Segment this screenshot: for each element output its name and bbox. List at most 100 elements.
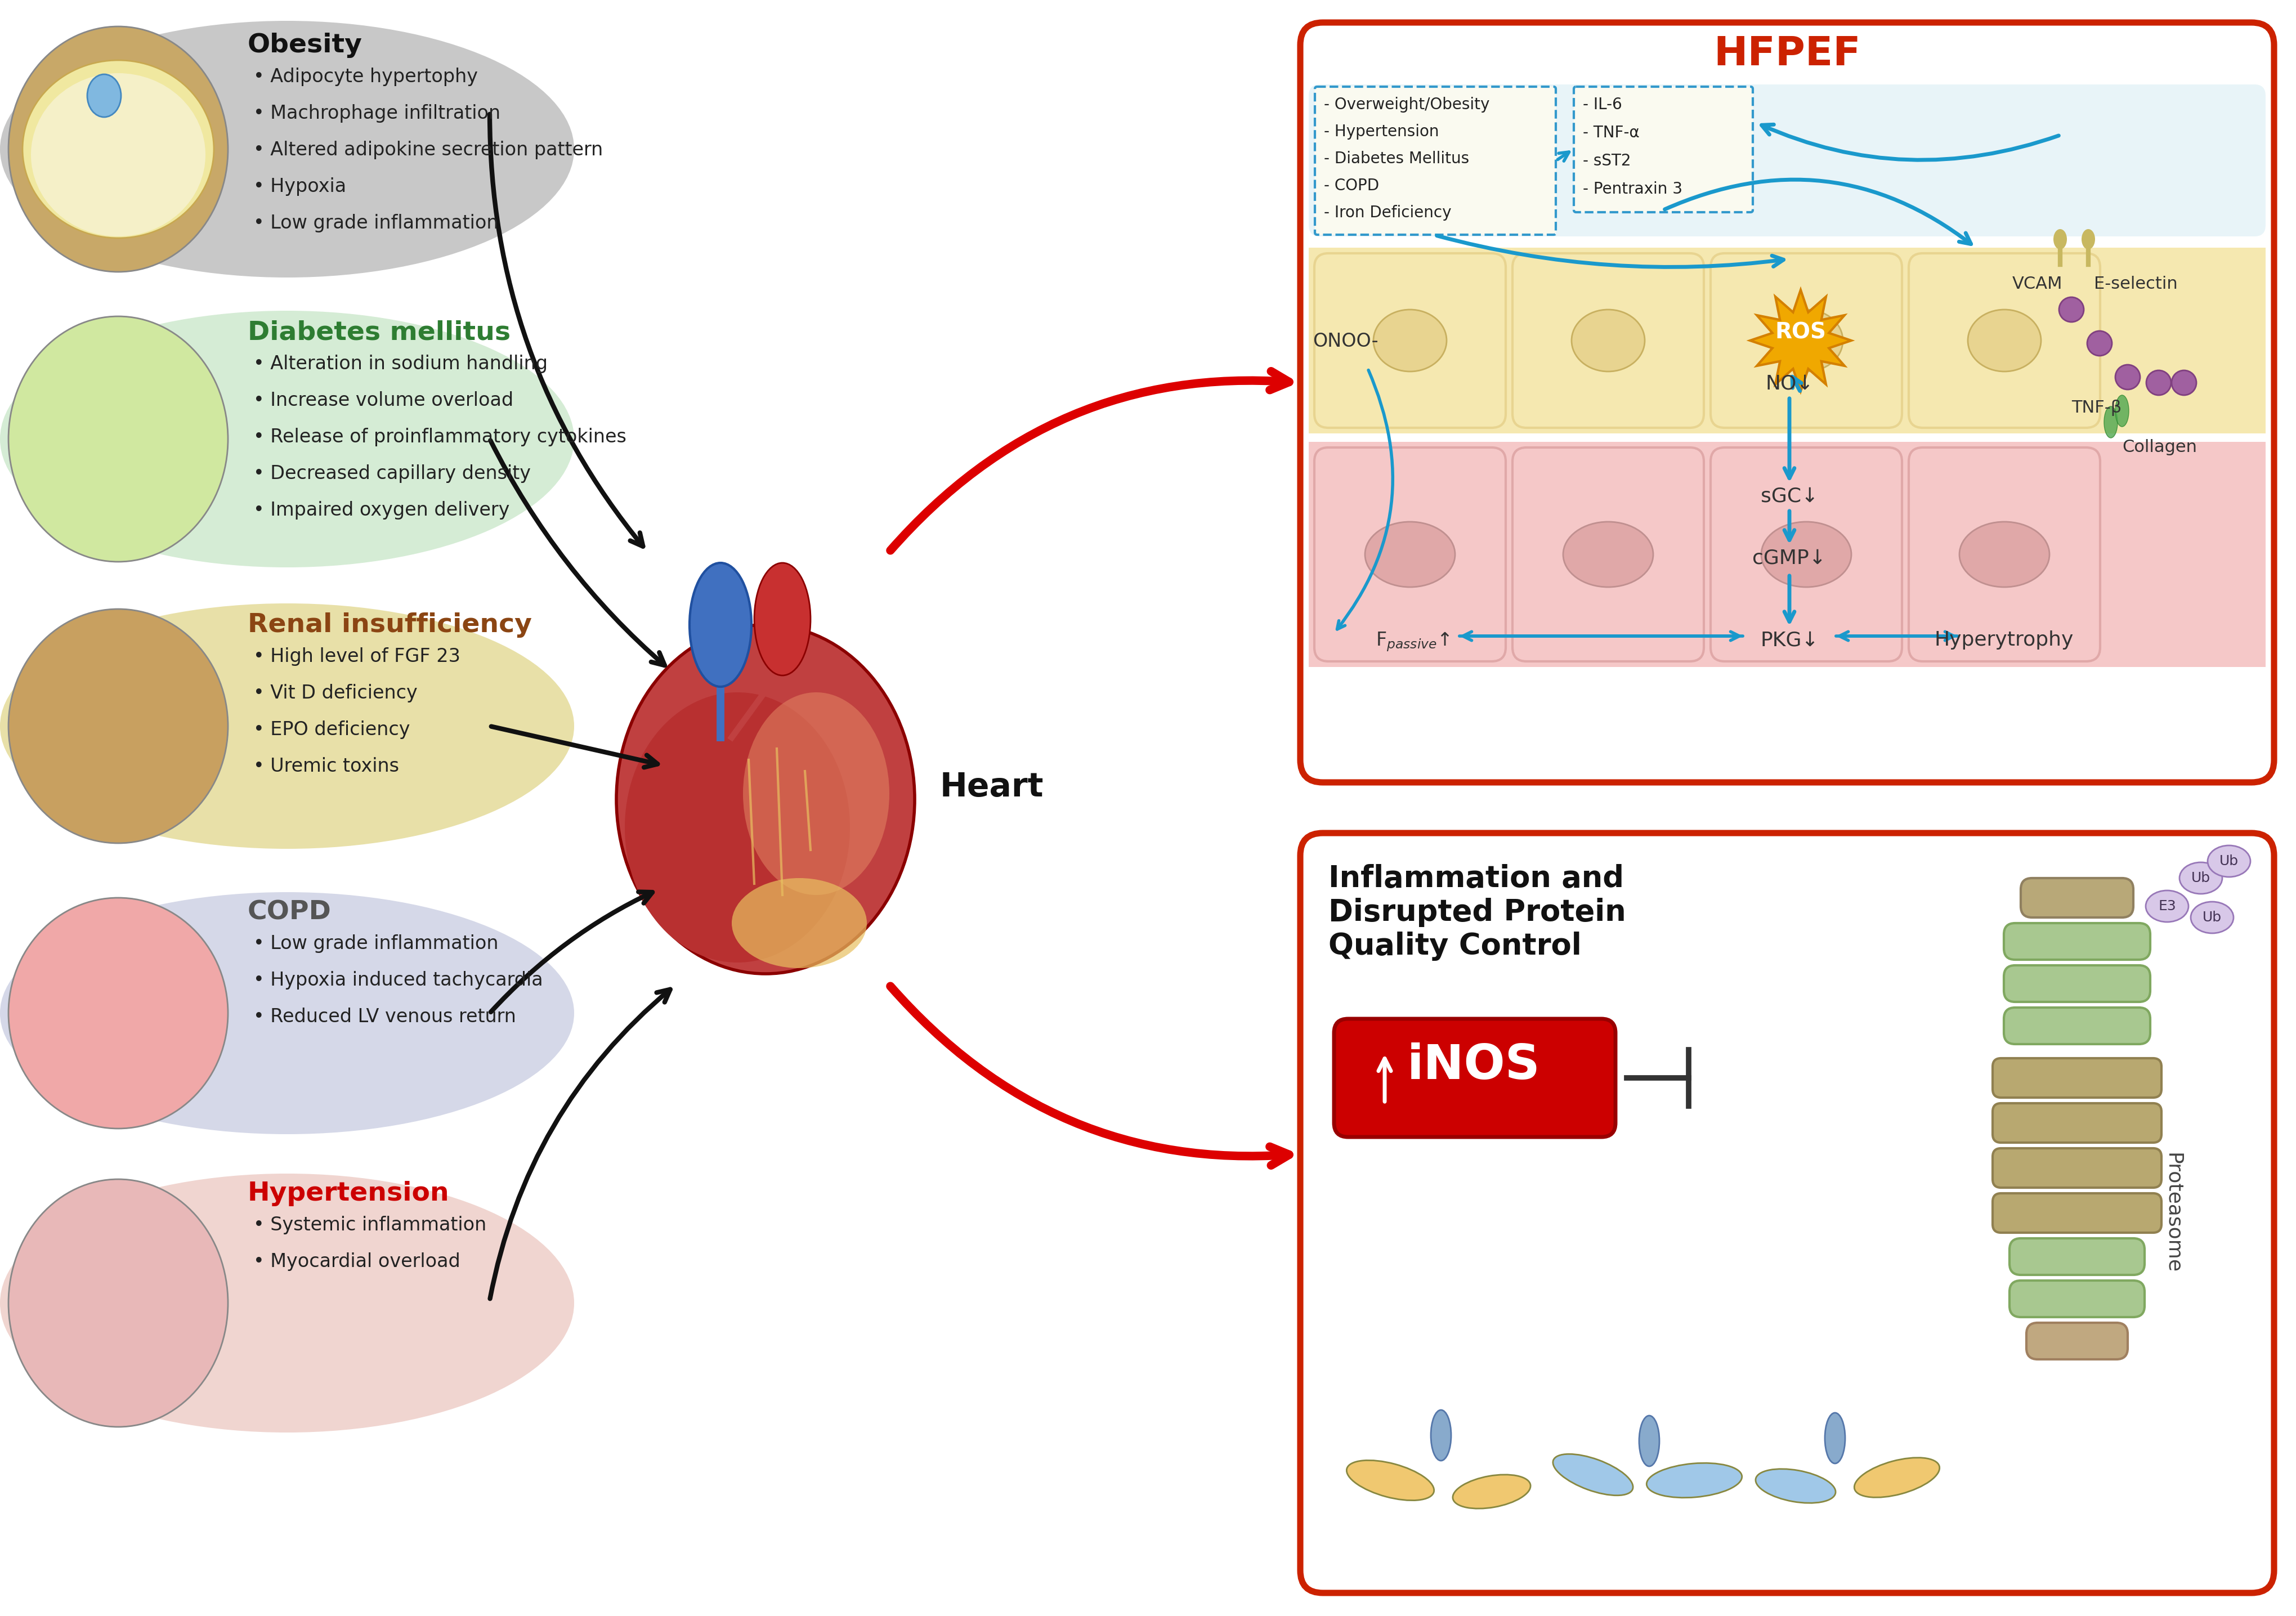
Ellipse shape: [1968, 310, 2041, 372]
Ellipse shape: [1345, 1461, 1433, 1500]
Ellipse shape: [2206, 845, 2250, 877]
Ellipse shape: [0, 21, 574, 278]
Text: • Myocardial overload: • Myocardial overload: [253, 1252, 459, 1270]
Text: - Hypertension: - Hypertension: [1322, 124, 1440, 139]
Text: • EPO deficiency: • EPO deficiency: [253, 721, 411, 739]
Text: Collagen: Collagen: [2122, 440, 2197, 456]
FancyBboxPatch shape: [1300, 23, 2273, 782]
FancyBboxPatch shape: [1908, 254, 2099, 428]
Ellipse shape: [1453, 1475, 1529, 1509]
Ellipse shape: [0, 1173, 574, 1432]
FancyBboxPatch shape: [2009, 1238, 2144, 1275]
Text: - IL-6: - IL-6: [1582, 97, 1621, 113]
Ellipse shape: [2190, 902, 2234, 932]
Ellipse shape: [1825, 1412, 1844, 1464]
Text: Ub: Ub: [2202, 911, 2220, 924]
Ellipse shape: [753, 562, 810, 675]
Ellipse shape: [23, 60, 214, 238]
Text: Hypertension: Hypertension: [248, 1181, 450, 1206]
FancyBboxPatch shape: [1334, 1018, 1614, 1138]
Ellipse shape: [2053, 229, 2066, 249]
FancyBboxPatch shape: [2004, 1007, 2149, 1044]
Polygon shape: [1750, 289, 1851, 391]
Text: • High level of FGF 23: • High level of FGF 23: [253, 648, 459, 666]
Text: ONOO-: ONOO-: [1311, 333, 1378, 351]
Text: • Altered adipokine secretion pattern: • Altered adipokine secretion pattern: [253, 141, 604, 160]
Text: - sST2: - sST2: [1582, 154, 1630, 168]
Text: Hyperytrophy: Hyperytrophy: [1933, 630, 2073, 650]
Bar: [1309, 441, 2266, 667]
Ellipse shape: [2172, 370, 2195, 396]
Text: • Release of proinflammatory cytokines: • Release of proinflammatory cytokines: [253, 428, 627, 446]
Text: Proteasome: Proteasome: [2163, 1152, 2181, 1273]
Ellipse shape: [1430, 1411, 1451, 1461]
Text: • Hypoxia induced tachycardia: • Hypoxia induced tachycardia: [253, 971, 542, 989]
Ellipse shape: [87, 74, 122, 116]
Text: Inflammation and: Inflammation and: [1327, 865, 1623, 894]
Text: • Machrophage infiltration: • Machrophage infiltration: [253, 103, 501, 123]
FancyBboxPatch shape: [2004, 965, 2149, 1002]
Text: E-selectin: E-selectin: [2094, 276, 2177, 292]
FancyBboxPatch shape: [2009, 1280, 2144, 1317]
Ellipse shape: [1564, 522, 1653, 587]
FancyBboxPatch shape: [2020, 877, 2133, 918]
FancyBboxPatch shape: [1513, 448, 1704, 661]
Text: - Diabetes Mellitus: - Diabetes Mellitus: [1322, 150, 1469, 166]
Text: cGMP↓: cGMP↓: [1752, 549, 1825, 567]
Ellipse shape: [689, 562, 751, 687]
Ellipse shape: [30, 73, 204, 236]
Ellipse shape: [0, 603, 574, 848]
Text: Quality Control: Quality Control: [1327, 931, 1582, 962]
Ellipse shape: [2060, 297, 2082, 322]
Text: • Hypoxia: • Hypoxia: [253, 178, 347, 196]
Text: PKG↓: PKG↓: [1759, 630, 1818, 650]
Text: • Decreased capillary density: • Decreased capillary density: [253, 464, 530, 483]
Ellipse shape: [2080, 229, 2094, 249]
Text: iNOS: iNOS: [1407, 1042, 1541, 1089]
FancyBboxPatch shape: [1313, 448, 1506, 661]
FancyBboxPatch shape: [1908, 448, 2099, 661]
Ellipse shape: [625, 692, 850, 963]
Ellipse shape: [1646, 1462, 1743, 1498]
Text: E3: E3: [2158, 900, 2177, 913]
Text: • Increase volume overload: • Increase volume overload: [253, 391, 514, 410]
Text: COPD: COPD: [248, 900, 331, 924]
Ellipse shape: [9, 26, 227, 271]
Text: • Alteration in sodium handling: • Alteration in sodium handling: [253, 354, 546, 373]
Text: • Low grade inflammation: • Low grade inflammation: [253, 213, 498, 233]
Ellipse shape: [1364, 522, 1456, 587]
Ellipse shape: [2115, 365, 2140, 389]
Text: - TNF-α: - TNF-α: [1582, 124, 1639, 141]
Text: • Uremic toxins: • Uremic toxins: [253, 756, 400, 776]
FancyBboxPatch shape: [2025, 1324, 2126, 1359]
FancyBboxPatch shape: [1313, 254, 1506, 428]
Text: • Reduced LV venous return: • Reduced LV venous return: [253, 1007, 517, 1026]
Ellipse shape: [1570, 310, 1644, 372]
FancyBboxPatch shape: [1711, 448, 1901, 661]
FancyBboxPatch shape: [1316, 87, 1554, 234]
FancyBboxPatch shape: [1513, 254, 1704, 428]
Bar: [1309, 247, 2266, 433]
FancyBboxPatch shape: [1300, 832, 2273, 1593]
Text: • Systemic inflammation: • Systemic inflammation: [253, 1215, 487, 1235]
Ellipse shape: [1754, 1469, 1835, 1503]
FancyBboxPatch shape: [1573, 87, 1752, 212]
Text: • Impaired oxygen delivery: • Impaired oxygen delivery: [253, 501, 510, 519]
Text: Disrupted Protein: Disrupted Protein: [1327, 898, 1626, 928]
Ellipse shape: [732, 877, 866, 968]
Ellipse shape: [744, 692, 889, 895]
Text: • Vit D deficiency: • Vit D deficiency: [253, 684, 418, 703]
Text: ROS: ROS: [1775, 322, 1825, 343]
Ellipse shape: [1373, 310, 1446, 372]
FancyBboxPatch shape: [1993, 1058, 2161, 1097]
Text: Ub: Ub: [2218, 855, 2239, 868]
Ellipse shape: [1853, 1458, 1940, 1498]
FancyBboxPatch shape: [1993, 1193, 2161, 1233]
FancyBboxPatch shape: [1309, 84, 2266, 236]
Ellipse shape: [1552, 1454, 1632, 1495]
Ellipse shape: [1958, 522, 2048, 587]
Text: • Adipocyte hypertophy: • Adipocyte hypertophy: [253, 68, 478, 86]
Ellipse shape: [1639, 1416, 1660, 1466]
Text: NO↓: NO↓: [1766, 375, 1814, 393]
Text: - Pentraxin 3: - Pentraxin 3: [1582, 181, 1683, 197]
